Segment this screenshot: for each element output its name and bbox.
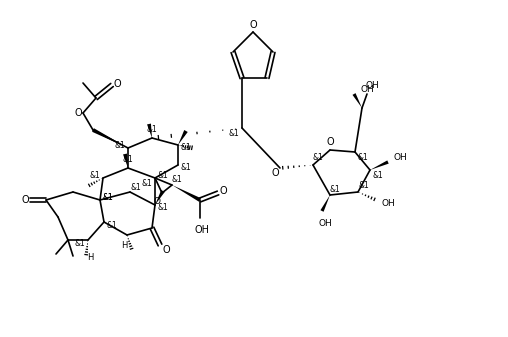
Text: H: H (121, 241, 127, 249)
Polygon shape (172, 185, 201, 202)
Polygon shape (155, 190, 165, 205)
Polygon shape (370, 160, 389, 170)
Text: H: H (87, 253, 93, 263)
Text: O: O (326, 137, 334, 147)
Text: &1: &1 (181, 163, 192, 173)
Text: O: O (113, 79, 121, 89)
Text: &1: &1 (181, 144, 192, 153)
Text: &1: &1 (330, 185, 340, 194)
Text: &1: &1 (122, 155, 134, 164)
Text: O: O (249, 20, 257, 30)
Text: &1: &1 (229, 128, 239, 137)
Text: &1: &1 (142, 179, 152, 187)
Polygon shape (123, 154, 128, 168)
Text: &1: &1 (358, 153, 368, 162)
Text: O: O (219, 186, 227, 196)
Text: OH: OH (393, 153, 407, 162)
Text: &1: &1 (89, 172, 101, 181)
Text: &1: &1 (131, 184, 141, 192)
Text: O: O (271, 168, 279, 178)
Text: &1: &1 (147, 125, 157, 134)
Text: OH: OH (360, 86, 374, 94)
Polygon shape (147, 124, 152, 138)
Polygon shape (92, 128, 128, 148)
Text: O: O (153, 196, 161, 206)
Text: O: O (74, 108, 82, 118)
Text: &1: &1 (157, 172, 168, 181)
Text: &1: &1 (172, 176, 182, 184)
Polygon shape (321, 195, 330, 212)
Text: O: O (162, 245, 170, 255)
Text: &1: &1 (359, 182, 369, 190)
Text: OH: OH (318, 218, 332, 227)
Text: &1: &1 (75, 240, 85, 248)
Text: &1: &1 (103, 192, 113, 202)
Text: &1: &1 (103, 192, 113, 202)
Text: &1: &1 (115, 142, 125, 151)
Text: OH: OH (195, 225, 209, 235)
Polygon shape (353, 93, 362, 108)
Text: OH: OH (365, 82, 379, 91)
Text: &1: &1 (107, 221, 117, 231)
Text: O: O (21, 195, 29, 205)
Text: &1: &1 (373, 172, 384, 181)
Text: OH: OH (381, 200, 395, 209)
Text: &1: &1 (157, 204, 168, 213)
Text: &1: &1 (312, 153, 324, 161)
Polygon shape (178, 130, 188, 145)
